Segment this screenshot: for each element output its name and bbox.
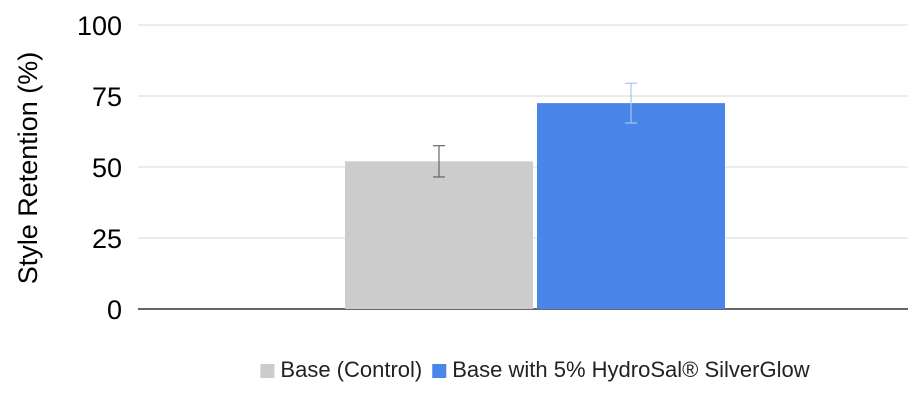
legend-swatch-1	[432, 364, 447, 378]
y-tick-label-0: 0	[107, 295, 122, 325]
legend: Base (Control) Base with 5% HydroSal® Sil…	[260, 357, 810, 382]
y-tick-labels: 0 25 50 75 100	[77, 11, 122, 325]
y-tick-label-50: 50	[92, 153, 122, 183]
y-tick-label-100: 100	[77, 11, 122, 41]
bar-base-with-hydrosal	[537, 103, 725, 309]
bars	[345, 103, 725, 309]
legend-label-1: Base with 5% HydroSal® SilverGlow	[452, 357, 809, 382]
y-tick-label-75: 75	[92, 82, 122, 112]
legend-item-1: Base with 5% HydroSal® SilverGlow	[432, 357, 810, 382]
y-axis-title: Style Retention (%)	[13, 52, 43, 285]
bar-base-control	[345, 161, 533, 309]
error-bars	[433, 82, 637, 178]
legend-item-0: Base (Control)	[260, 357, 422, 382]
legend-label-0: Base (Control)	[280, 357, 422, 382]
y-tick-label-25: 25	[92, 224, 122, 254]
legend-swatch-0	[260, 364, 275, 378]
